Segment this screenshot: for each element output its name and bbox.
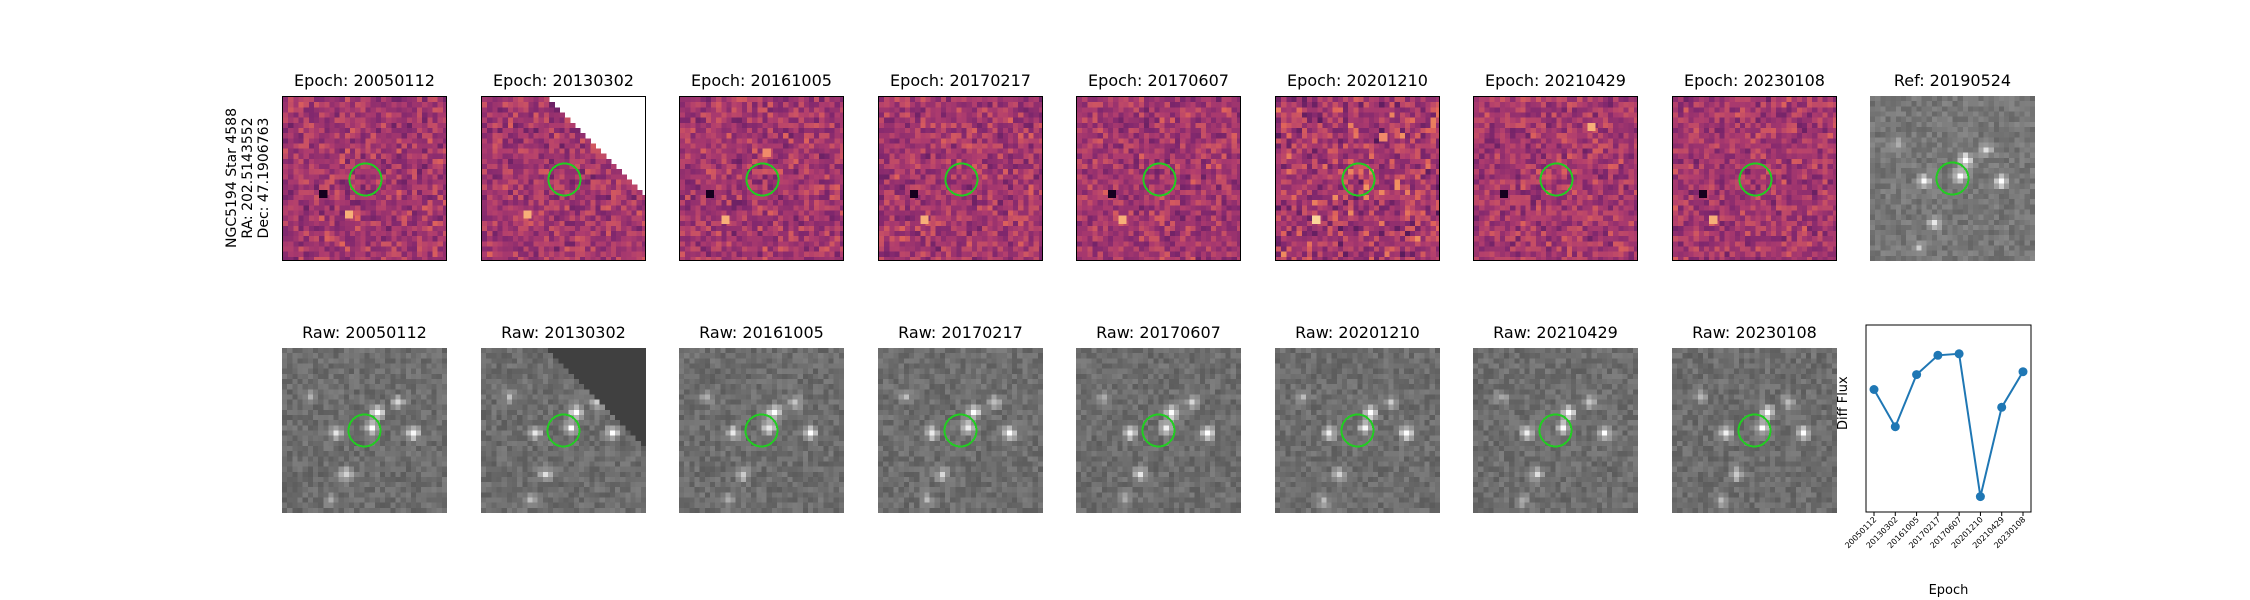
raw-image <box>282 348 447 513</box>
panel-title: Epoch: 20161005 <box>691 71 832 90</box>
series-line <box>1873 352 2024 497</box>
raw-image <box>679 348 844 513</box>
light-curve-svg: 2005011220130302201610052017021720170607… <box>1843 324 2032 550</box>
aperture-circle <box>1935 161 1970 196</box>
data-point <box>1975 492 1985 502</box>
panel-title: Raw: 20170217 <box>898 323 1023 342</box>
raw-image <box>1672 348 1837 513</box>
reference-image <box>1870 96 2035 261</box>
aperture-circle <box>1737 413 1772 448</box>
data-point <box>1954 349 1964 359</box>
data-point <box>1869 385 1879 394</box>
raw-image <box>1473 348 1638 513</box>
target-ra: RA: 202.5143552 <box>240 117 256 239</box>
panel-title: Epoch: 20050112 <box>294 71 435 90</box>
raw-image <box>878 348 1043 513</box>
raw-image <box>1275 348 1440 513</box>
difference-image <box>481 96 646 261</box>
panel-title: Ref: 20190524 <box>1893 71 2012 90</box>
aperture-circle <box>1539 162 1574 197</box>
panel-title: Raw: 20161005 <box>699 323 824 342</box>
data-point <box>1912 370 1922 380</box>
aperture-circle <box>1341 162 1376 197</box>
aperture-circle <box>745 162 780 197</box>
raw-image <box>1076 348 1241 513</box>
data-point <box>1890 422 1900 432</box>
difference-image <box>282 96 447 261</box>
aperture-circle <box>1738 162 1773 197</box>
aperture-circle <box>1340 413 1375 448</box>
raw-image <box>481 348 646 513</box>
aperture-circle <box>547 162 582 197</box>
x-axis-label: Epoch <box>1928 583 1969 598</box>
panel-title: Raw: 20170607 <box>1096 323 1221 342</box>
panel-title: Raw: 20201210 <box>1295 323 1420 342</box>
data-point <box>1997 402 2007 412</box>
target-name: NGC5194 Star 4588 <box>224 108 240 248</box>
difference-image <box>679 96 844 261</box>
panel-title: Raw: 20230108 <box>1692 323 1817 342</box>
data-point <box>2018 367 2028 377</box>
aperture-circle <box>347 413 382 448</box>
panel-title: Epoch: 20170217 <box>890 71 1031 90</box>
plot-frame <box>1865 324 2032 513</box>
panel-title: Raw: 20210429 <box>1493 323 1618 342</box>
aperture-circle <box>744 413 779 448</box>
y-axis-label: Diff Flux <box>1836 376 1851 430</box>
aperture-circle <box>943 413 978 448</box>
panel-title: Raw: 20050112 <box>302 323 427 342</box>
data-point <box>1933 350 1943 360</box>
aperture-circle <box>546 413 581 448</box>
difference-image <box>878 96 1043 261</box>
panel-title: Raw: 20130302 <box>501 323 626 342</box>
target-dec: Dec: 47.1906763 <box>256 117 272 239</box>
aperture-circle <box>1141 413 1176 448</box>
aperture-circle <box>1538 413 1573 448</box>
difference-image <box>1076 96 1241 261</box>
light-curve-chart: 20050112 20130302 20161005 20170217 20170607… <box>1836 324 2032 598</box>
panel-title: Epoch: 20170607 <box>1088 71 1229 90</box>
difference-image <box>1275 96 1440 261</box>
aperture-circle <box>1142 162 1177 197</box>
panel-title: Epoch: 20130302 <box>493 71 634 90</box>
panel-title: Epoch: 20230108 <box>1684 71 1825 90</box>
aperture-circle <box>348 162 383 197</box>
panel-title: Epoch: 20201210 <box>1287 71 1428 90</box>
aperture-circle <box>944 162 979 197</box>
difference-image <box>1672 96 1837 261</box>
panel-title: Epoch: 20210429 <box>1485 71 1626 90</box>
difference-image <box>1473 96 1638 261</box>
